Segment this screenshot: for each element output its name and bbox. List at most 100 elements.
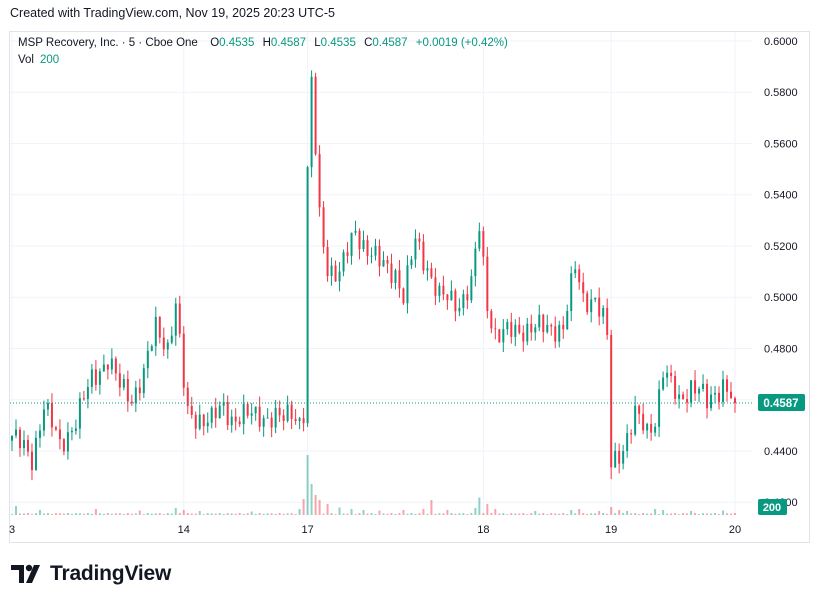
- candle-body: [50, 403, 53, 428]
- volume-bar: [702, 513, 705, 515]
- volume-bar: [310, 484, 313, 515]
- candle-body: [86, 386, 89, 400]
- candle-body: [102, 364, 105, 372]
- volume-last-label: 200: [763, 502, 781, 514]
- candle-body: [458, 307, 461, 312]
- volume-bar: [378, 510, 381, 515]
- volume-bar: [502, 513, 505, 515]
- candle-body: [170, 335, 173, 343]
- volume-bar: [158, 513, 161, 515]
- volume-bar: [718, 514, 721, 515]
- candle-body: [346, 252, 349, 256]
- candle-body: [38, 430, 41, 438]
- candle-body: [222, 401, 225, 406]
- grid-lines: [10, 32, 752, 515]
- volume-bar: [534, 511, 537, 515]
- candle-body: [258, 406, 261, 427]
- tradingview-logo[interactable]: TradingView: [11, 562, 171, 586]
- candle-body: [722, 379, 725, 403]
- volume-bar: [626, 511, 629, 515]
- volume-bar: [490, 513, 493, 515]
- candle-body: [682, 394, 685, 400]
- candle-body: [114, 358, 117, 374]
- candle-body: [506, 322, 509, 330]
- volume-bar: [146, 513, 149, 515]
- candle-body: [46, 403, 49, 410]
- volume-bar: [554, 513, 557, 515]
- volume-bar: [514, 513, 517, 515]
- candle-body: [714, 392, 717, 395]
- candle-body: [254, 406, 257, 414]
- candle-body: [410, 259, 413, 266]
- axes: 0.6000 0.5800 0.5600 0.5400 0.5200 0.5000 0.48…: [9, 36, 805, 536]
- legend-volume-label[interactable]: Vol: [18, 54, 34, 66]
- price-tick-label: 0.6000: [764, 36, 798, 48]
- candle-body: [94, 369, 97, 385]
- volume-bar: [122, 513, 125, 515]
- candle-body: [454, 290, 457, 312]
- volume-bar: [282, 513, 285, 515]
- volume-last-badge: [758, 499, 787, 515]
- candle-body: [178, 303, 181, 334]
- candle-body: [66, 432, 69, 452]
- volume-bar: [198, 511, 201, 515]
- volume-bar: [174, 508, 177, 515]
- volume-bar: [414, 513, 417, 515]
- candle-body: [630, 433, 633, 435]
- candle-body: [174, 303, 177, 336]
- candle-body: [558, 324, 561, 342]
- legend-symbol[interactable]: MSP Recovery, Inc. · 5 · Cboe One: [18, 37, 198, 49]
- volume-bar: [566, 513, 569, 515]
- price-chart[interactable]: 0.6000 0.5800 0.5600 0.5400 0.5200 0.5000 0.48…: [0, 0, 821, 560]
- time-tick-label: 3: [9, 524, 15, 536]
- chart-legend: MSP Recovery, Inc. · 5 · Cboe One O0.453…: [18, 35, 508, 69]
- volume-bar: [154, 513, 157, 515]
- candle-body: [502, 329, 505, 343]
- candle-body: [486, 256, 489, 312]
- candle-body: [694, 380, 697, 394]
- volume-bar: [30, 514, 33, 515]
- volume-bar: [11, 514, 13, 515]
- volume-bar: [302, 499, 305, 515]
- price-tick-label: 0.5200: [764, 241, 798, 253]
- candle-body: [526, 323, 529, 342]
- volume-bar: [118, 513, 121, 515]
- volume-bar: [358, 513, 361, 515]
- chart-frame: [9, 31, 810, 543]
- volume-bar: [730, 513, 733, 515]
- candle-body: [490, 311, 493, 329]
- volume-bar: [386, 513, 389, 515]
- candle-body: [42, 409, 45, 431]
- volume-bar: [226, 513, 229, 515]
- tradingview-wordmark: TradingView: [50, 562, 172, 585]
- volume-bar: [170, 513, 173, 515]
- candle-body: [542, 314, 545, 333]
- volume-bar: [526, 514, 529, 515]
- candle-body: [610, 334, 613, 468]
- volume-bar: [230, 513, 233, 515]
- candle-body: [166, 342, 169, 350]
- volume-bar: [458, 513, 461, 515]
- candle-body: [530, 323, 533, 333]
- volume-bar: [366, 513, 369, 515]
- candle-body: [406, 265, 409, 304]
- volume-bar: [294, 514, 297, 515]
- candle-body: [478, 231, 481, 249]
- candle-body: [566, 311, 569, 330]
- volume-bar: [666, 513, 669, 515]
- legend-close-label: C: [364, 37, 373, 49]
- volume-bar: [574, 513, 577, 515]
- volume-bar: [474, 508, 477, 515]
- candle-body: [666, 372, 669, 378]
- candle-body: [190, 405, 193, 415]
- candle-body: [326, 247, 329, 276]
- candle-body: [98, 371, 101, 385]
- volume-bar: [710, 513, 713, 515]
- candle-body: [670, 372, 673, 377]
- candle-body: [358, 230, 361, 250]
- volume-bar: [90, 513, 93, 515]
- legend-volume-row: Vol 200: [18, 52, 508, 69]
- candle-body: [430, 268, 433, 278]
- candle-body: [474, 248, 477, 277]
- candle-body: [594, 297, 597, 300]
